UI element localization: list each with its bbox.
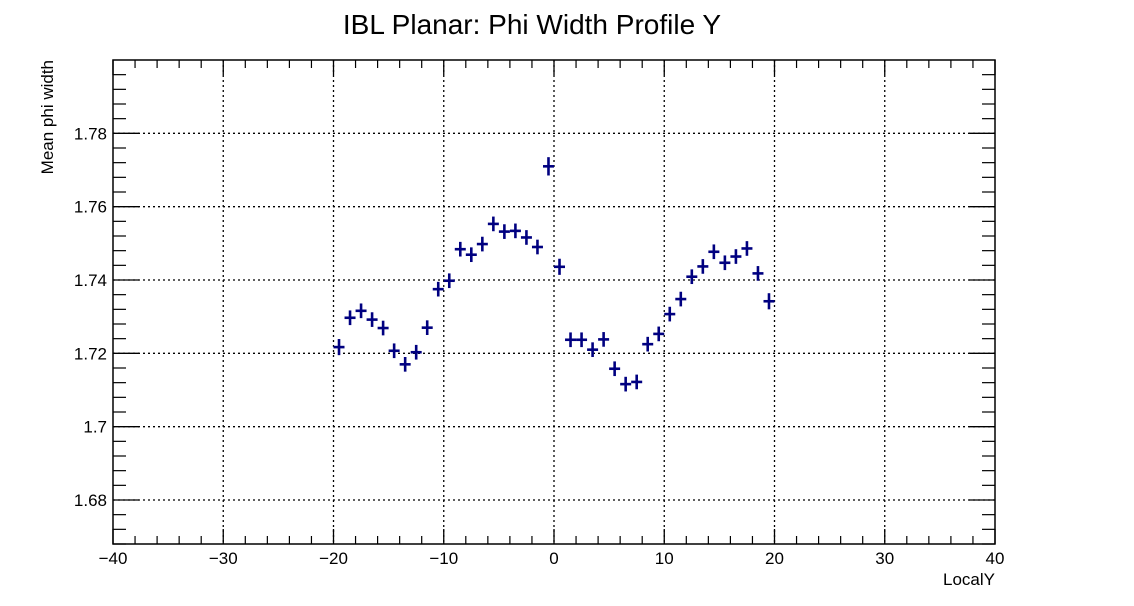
x-tick-labels: −40 −30 −20 −10 0 10 20 30 40 <box>99 549 1005 568</box>
x-tick-label: −30 <box>209 549 238 568</box>
grid-lines <box>113 60 995 544</box>
data-point <box>476 236 488 252</box>
data-point <box>443 273 455 289</box>
data-point <box>675 291 687 307</box>
x-tick-label: 20 <box>765 549 784 568</box>
data-point <box>454 241 466 257</box>
data-point <box>620 376 632 392</box>
data-point <box>498 224 510 239</box>
data-point <box>719 255 731 271</box>
data-point <box>686 269 698 285</box>
y-tick-label: 1.78 <box>74 124 107 143</box>
data-point <box>432 281 444 297</box>
data-point <box>587 342 599 357</box>
data-point <box>399 357 411 372</box>
x-tick-label: −40 <box>99 549 128 568</box>
x-tick-label: 10 <box>655 549 674 568</box>
data-point <box>465 247 477 263</box>
data-point <box>509 223 521 239</box>
x-tick-label: −20 <box>319 549 348 568</box>
data-point <box>642 336 654 352</box>
data-point <box>741 241 753 256</box>
data-point <box>410 344 422 360</box>
x-tick-label: −10 <box>429 549 458 568</box>
data-point <box>730 249 742 264</box>
data-point <box>653 326 665 342</box>
data-point <box>421 320 433 335</box>
y-tick-label: 1.74 <box>74 271 107 290</box>
axis-ticks <box>112 60 996 545</box>
data-point <box>697 259 709 274</box>
data-point <box>542 157 554 176</box>
x-axis-title: LocalY <box>943 570 995 589</box>
x-tick-label: 40 <box>986 549 1005 568</box>
data-point <box>344 310 356 326</box>
x-tick-label: 0 <box>549 549 558 568</box>
data-point <box>355 303 367 319</box>
data-point <box>565 332 577 348</box>
data-point <box>598 332 610 347</box>
y-tick-label: 1.7 <box>83 418 107 437</box>
chart-title: IBL Planar: Phi Width Profile Y <box>343 9 722 40</box>
data-points <box>333 157 775 392</box>
y-tick-label: 1.72 <box>74 344 107 363</box>
data-point <box>377 320 389 336</box>
data-point <box>388 343 400 359</box>
data-point <box>708 244 720 260</box>
data-point <box>576 332 588 348</box>
y-tick-label: 1.76 <box>74 198 107 217</box>
data-point <box>763 293 775 310</box>
data-point <box>487 216 499 232</box>
data-point <box>531 239 543 255</box>
data-point <box>333 339 345 356</box>
data-point <box>609 361 621 377</box>
data-point <box>664 306 676 322</box>
data-point <box>752 266 764 281</box>
data-point <box>520 230 532 245</box>
y-tick-labels: 1.68 1.7 1.72 1.74 1.76 1.78 <box>74 124 107 510</box>
y-axis-title: Mean phi width <box>38 60 57 174</box>
data-point <box>366 312 378 327</box>
y-tick-label: 1.68 <box>74 491 107 510</box>
data-point <box>631 374 643 390</box>
x-tick-label: 30 <box>875 549 894 568</box>
data-point <box>554 258 566 275</box>
